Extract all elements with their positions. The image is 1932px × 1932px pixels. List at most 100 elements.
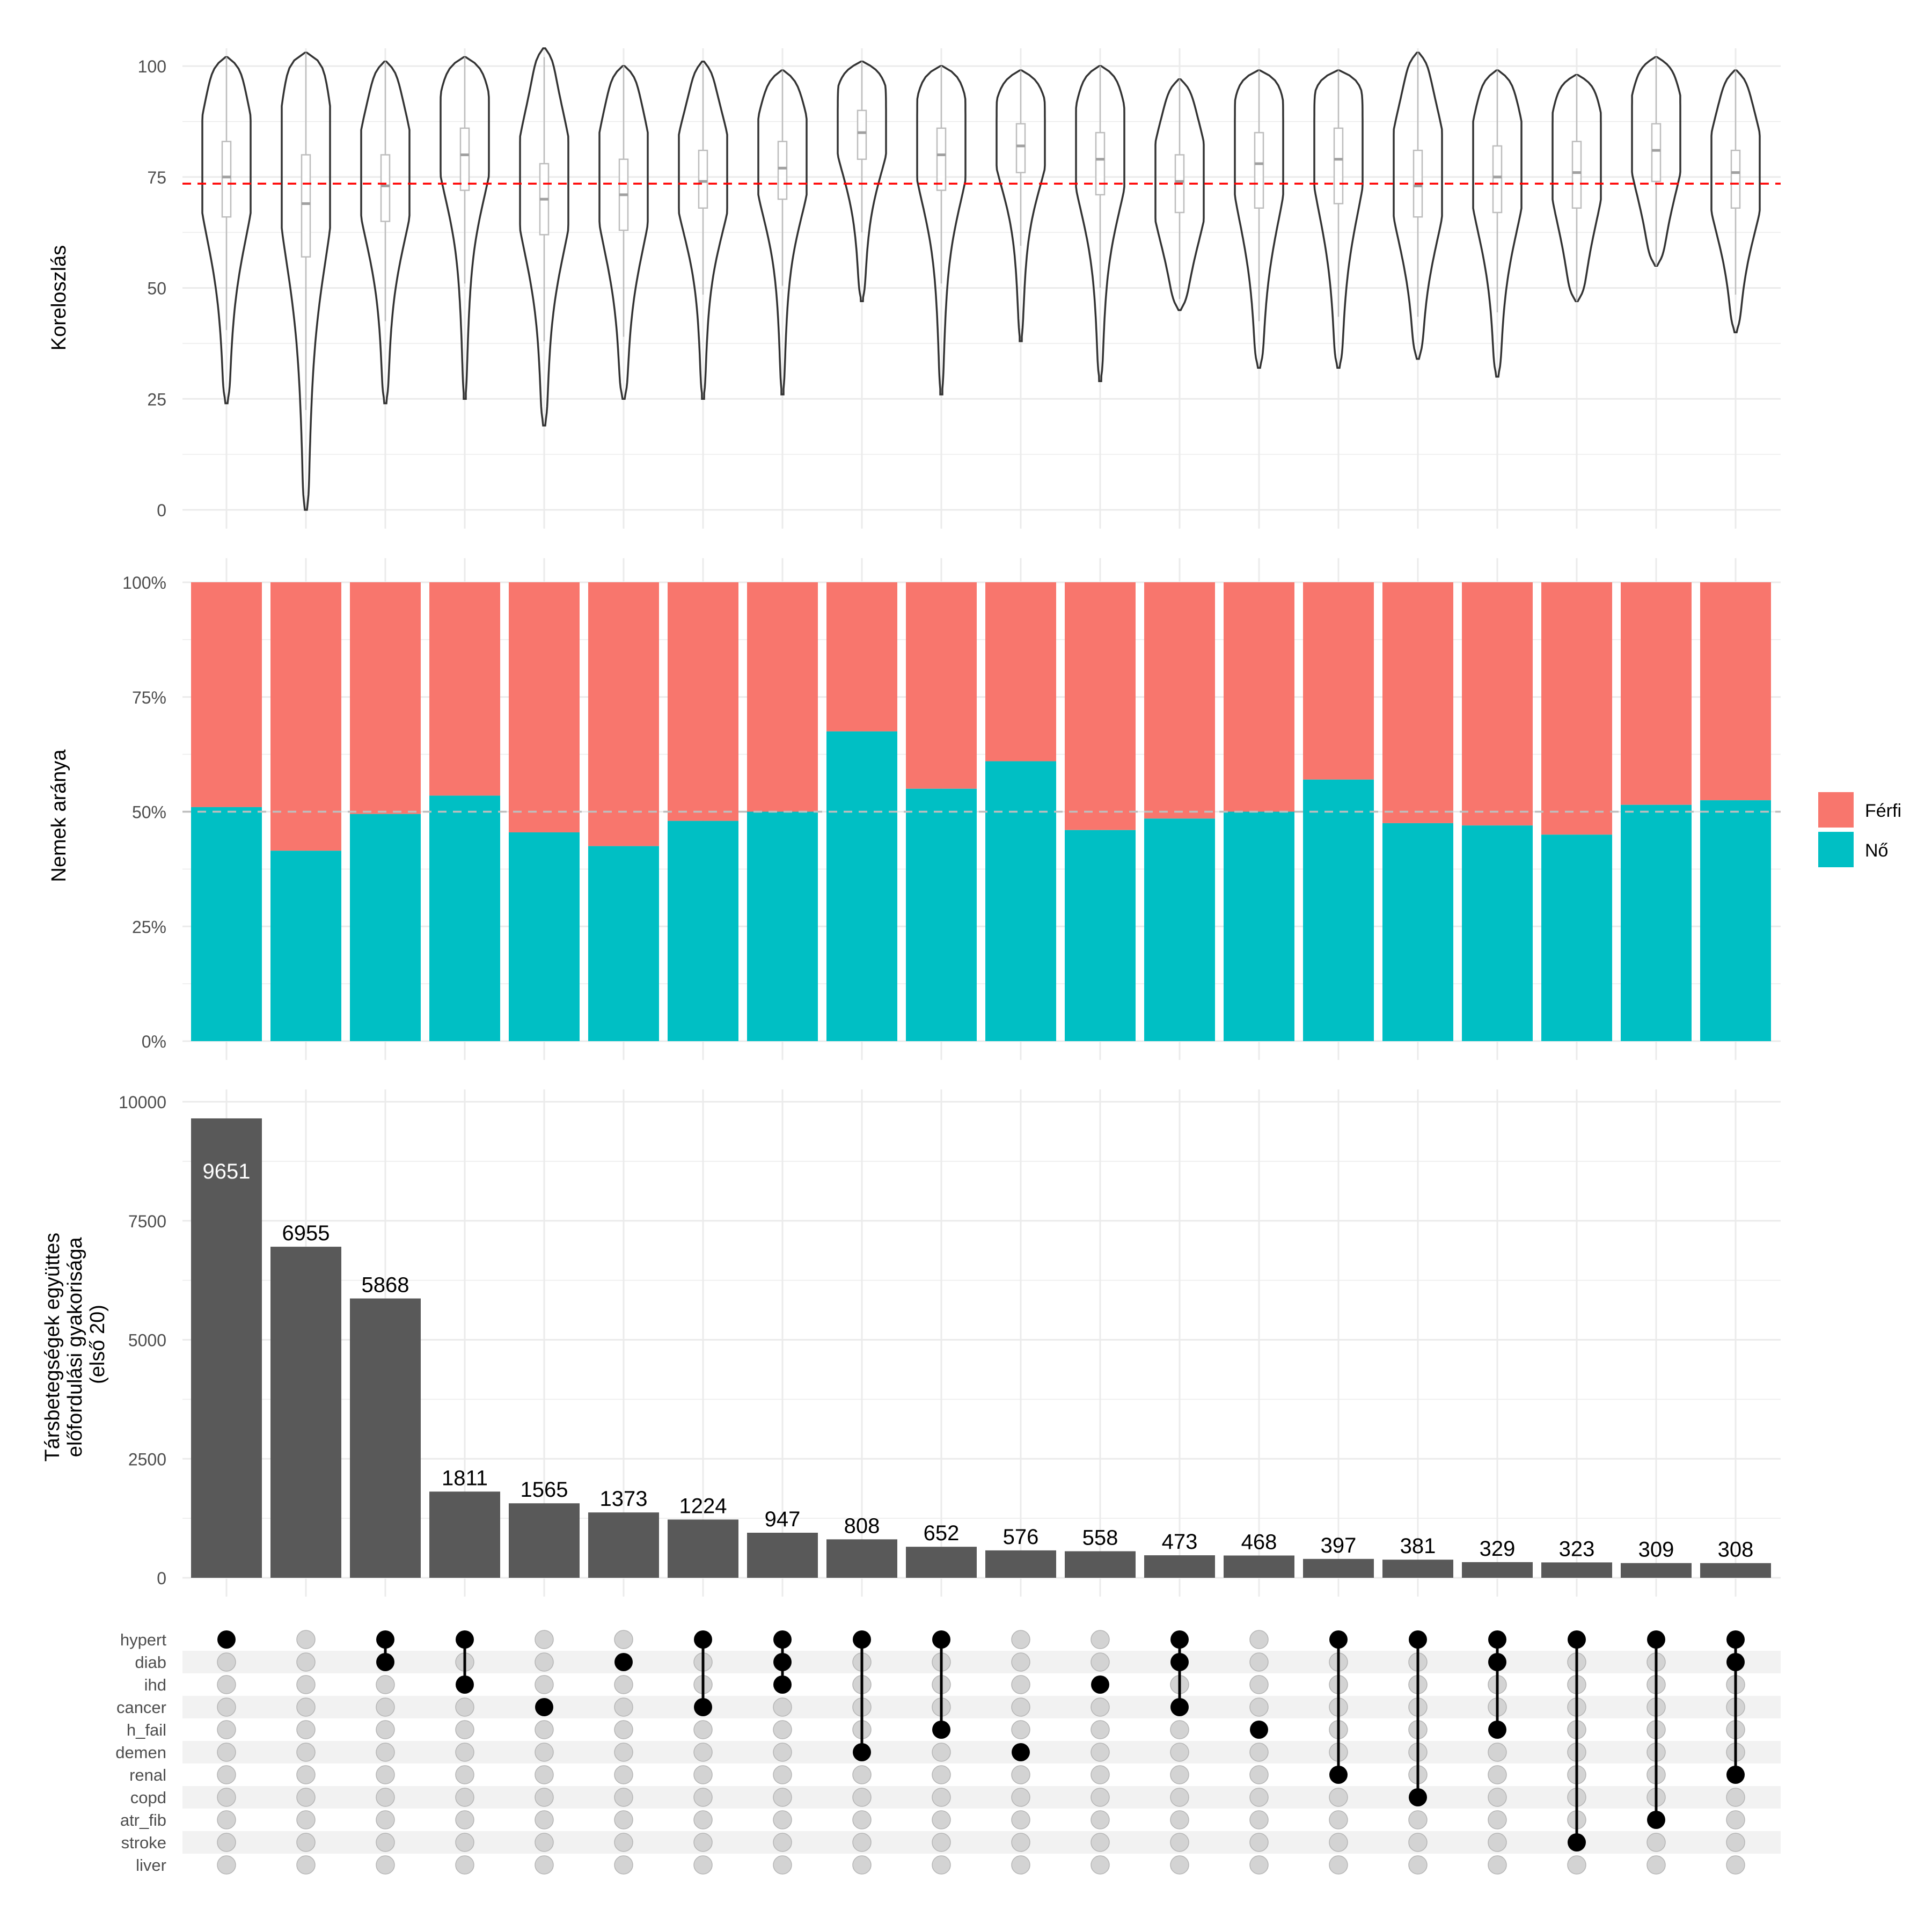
matrix-dot-inactive — [614, 1697, 633, 1717]
matrix-dot-inactive — [535, 1652, 554, 1672]
matrix-dot-inactive — [614, 1788, 633, 1807]
bar-segment-male — [1621, 582, 1692, 805]
matrix-dot-active — [1568, 1833, 1586, 1851]
matrix-dot-inactive — [455, 1720, 474, 1739]
violin-box — [380, 154, 391, 222]
matrix-dot-inactive — [296, 1788, 316, 1807]
matrix-dot-inactive — [217, 1675, 236, 1694]
matrix-dot-inactive — [296, 1765, 316, 1784]
matrix-dot-inactive — [1488, 1855, 1507, 1875]
matrix-dot-inactive — [1091, 1630, 1110, 1649]
count-bar — [1144, 1555, 1215, 1578]
matrix-dot-active — [1170, 1630, 1189, 1649]
bar-segment-female — [509, 832, 580, 1041]
matrix-dot-inactive — [1011, 1697, 1030, 1717]
bar-segment-male — [588, 582, 659, 846]
count-data-label: 5868 — [362, 1274, 409, 1297]
violin-shape — [1234, 69, 1284, 369]
matrix-dot-active — [1409, 1630, 1427, 1649]
bar-segment-male — [429, 582, 500, 796]
set-label: cancer — [116, 1698, 166, 1717]
violin-shape — [201, 56, 252, 405]
bar-segment-female — [668, 821, 738, 1041]
matrix-dot-active — [773, 1675, 792, 1694]
count-bar — [985, 1550, 1056, 1578]
matrix-dot-inactive — [614, 1630, 633, 1649]
bar-segment-female — [1700, 800, 1771, 1041]
violin-shape — [916, 65, 967, 396]
matrix-dot-inactive — [1011, 1720, 1030, 1739]
violin-box — [1095, 131, 1106, 196]
bar-segment-female — [588, 846, 659, 1041]
matrix-dot-inactive — [1408, 1833, 1428, 1852]
violin-y-tick-label: 75 — [147, 168, 166, 187]
count-bar — [1541, 1562, 1612, 1578]
matrix-dot-inactive — [376, 1743, 395, 1762]
matrix-dot-inactive — [1249, 1833, 1269, 1852]
matrix-dot-active — [376, 1630, 394, 1649]
matrix-dot-inactive — [1249, 1675, 1269, 1694]
matrix-dot-inactive — [535, 1765, 554, 1784]
matrix-dot-inactive — [1170, 1743, 1189, 1762]
violin-shape — [281, 52, 331, 511]
matrix-dot-inactive — [1567, 1855, 1586, 1875]
violin-y-tick-label: 50 — [147, 279, 166, 298]
matrix-dot-active — [773, 1630, 792, 1649]
count-y-tick-label: 7500 — [128, 1212, 166, 1231]
matrix-dot-inactive — [455, 1810, 474, 1829]
matrix-dot-inactive — [1408, 1810, 1428, 1829]
count-data-label: 473 — [1162, 1530, 1198, 1554]
matrix-dot-inactive — [693, 1765, 713, 1784]
matrix-dot-active — [1250, 1721, 1268, 1739]
matrix-dot-inactive — [1091, 1765, 1110, 1784]
count-data-label: 309 — [1638, 1538, 1674, 1562]
bar-segment-male — [668, 582, 738, 821]
matrix-dot-inactive — [376, 1720, 395, 1739]
matrix-row-stripe — [182, 1786, 1781, 1809]
matrix-row-stripe — [182, 1651, 1781, 1673]
bar-segment-male — [270, 582, 341, 851]
set-label: demen — [115, 1743, 166, 1762]
violin-shape — [837, 61, 887, 303]
count-y-tick-label: 0 — [157, 1569, 166, 1588]
bar-segment-female — [906, 788, 977, 1041]
matrix-dot-inactive — [852, 1810, 872, 1829]
sex-y-tick-label: 0% — [142, 1032, 166, 1051]
count-y-axis-title-line-2: előfordulási gyakorisága — [64, 1237, 86, 1458]
matrix-dot-inactive — [1329, 1788, 1348, 1807]
set-label: diab — [135, 1653, 166, 1672]
matrix-row-stripe — [182, 1741, 1781, 1763]
matrix-dot-inactive — [1249, 1810, 1269, 1829]
legend-label-female: Nő — [1865, 840, 1888, 861]
sex-y-tick-label: 100% — [122, 573, 166, 592]
matrix-dot-inactive — [852, 1833, 872, 1852]
matrix-dot-inactive — [932, 1855, 951, 1875]
matrix-dot-active — [1091, 1675, 1109, 1694]
matrix-dot-inactive — [773, 1855, 792, 1875]
count-data-label: 1373 — [600, 1487, 648, 1511]
matrix-dot-inactive — [693, 1743, 713, 1762]
matrix-dot-inactive — [376, 1855, 395, 1875]
violin-box — [301, 154, 311, 258]
matrix-dot-inactive — [296, 1697, 316, 1717]
bar-segment-male — [1541, 582, 1612, 835]
matrix-dot-active — [1647, 1630, 1665, 1649]
violin-shape — [1552, 74, 1602, 303]
matrix-dot-inactive — [693, 1810, 713, 1829]
matrix-dot-inactive — [773, 1833, 792, 1852]
matrix-dot-inactive — [1488, 1810, 1507, 1829]
matrix-dot-inactive — [1091, 1652, 1110, 1672]
count-y-tick-label: 2500 — [128, 1450, 166, 1469]
matrix-dot-inactive — [1726, 1810, 1745, 1829]
matrix-dot-inactive — [535, 1810, 554, 1829]
matrix-dot-inactive — [376, 1833, 395, 1852]
bar-segment-female — [826, 731, 897, 1041]
matrix-dot-inactive — [1091, 1788, 1110, 1807]
sex-y-tick-label: 50% — [132, 803, 166, 822]
matrix-dot-inactive — [535, 1833, 554, 1852]
matrix-dot-inactive — [932, 1810, 951, 1829]
count-data-label: 468 — [1241, 1530, 1277, 1554]
matrix-dot-inactive — [1646, 1855, 1666, 1875]
count-data-label: 576 — [1003, 1525, 1039, 1549]
